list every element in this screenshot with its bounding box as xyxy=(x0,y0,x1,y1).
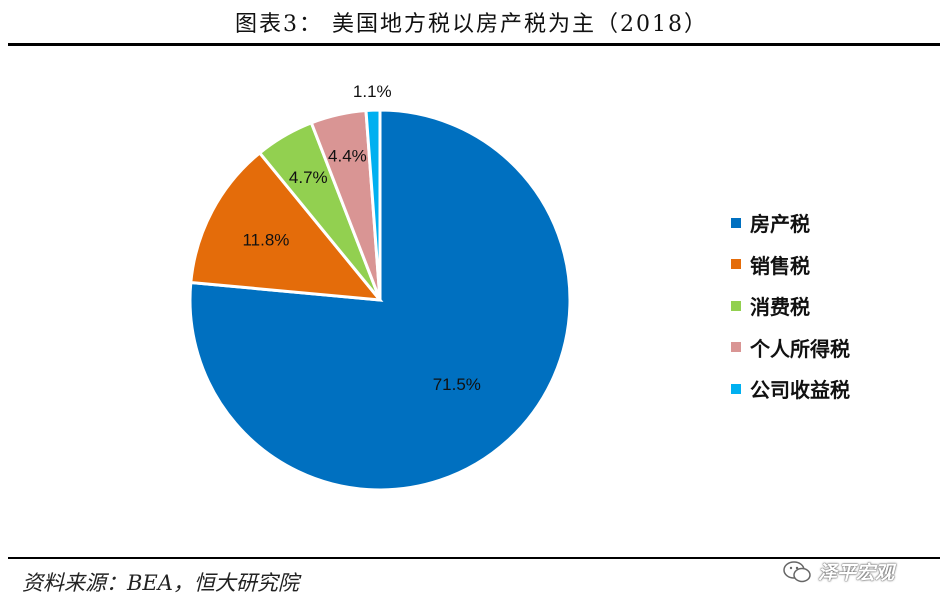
watermark: 泽平宏观 xyxy=(782,558,894,585)
pie-data-label: 11.8% xyxy=(242,230,289,249)
pie-data-label: 71.5% xyxy=(433,375,481,394)
legend-swatch xyxy=(731,217,741,228)
legend-label: 公司收益税 xyxy=(750,378,850,403)
legend-label: 消费税 xyxy=(750,295,810,320)
pie-slice xyxy=(189,150,384,302)
pie-data-label: 4.4% xyxy=(328,146,367,165)
pie-slices xyxy=(188,108,572,492)
legend-swatch xyxy=(731,259,741,270)
pie-data-labels: 71.5% 11.8% 4.7%4.4% 1.1% xyxy=(242,82,480,394)
source-note: 资料来源：BEA，恒大研究院 xyxy=(22,571,299,595)
pie-data-label: 4.7% xyxy=(289,168,328,187)
legend-item: 公司收益税 xyxy=(731,368,850,410)
legend-item: 消费税 xyxy=(731,285,850,327)
pie-data-label: 1.1% xyxy=(353,82,392,101)
watermark-text: 泽平宏观 xyxy=(818,562,895,584)
bottom-divider xyxy=(8,557,940,559)
wechat-icon xyxy=(783,560,811,582)
legend-swatch xyxy=(731,342,741,353)
chart-legend: 房产税 销售税 消费税 个人所得税 公司收益税 xyxy=(731,202,850,410)
legend-label: 房产税 xyxy=(750,212,810,237)
legend-item: 个人所得税 xyxy=(731,327,850,369)
legend-item: 房产税 xyxy=(731,202,850,244)
page-title: 图表3： 美国地方税以房产税为主（2018） xyxy=(235,12,708,37)
legend-swatch xyxy=(731,300,741,311)
legend-label: 个人所得税 xyxy=(750,336,850,361)
top-divider xyxy=(8,43,940,46)
legend-swatch xyxy=(731,383,741,394)
legend-item: 销售税 xyxy=(731,244,850,286)
legend-label: 销售税 xyxy=(750,253,810,278)
pie-slice xyxy=(364,108,382,301)
